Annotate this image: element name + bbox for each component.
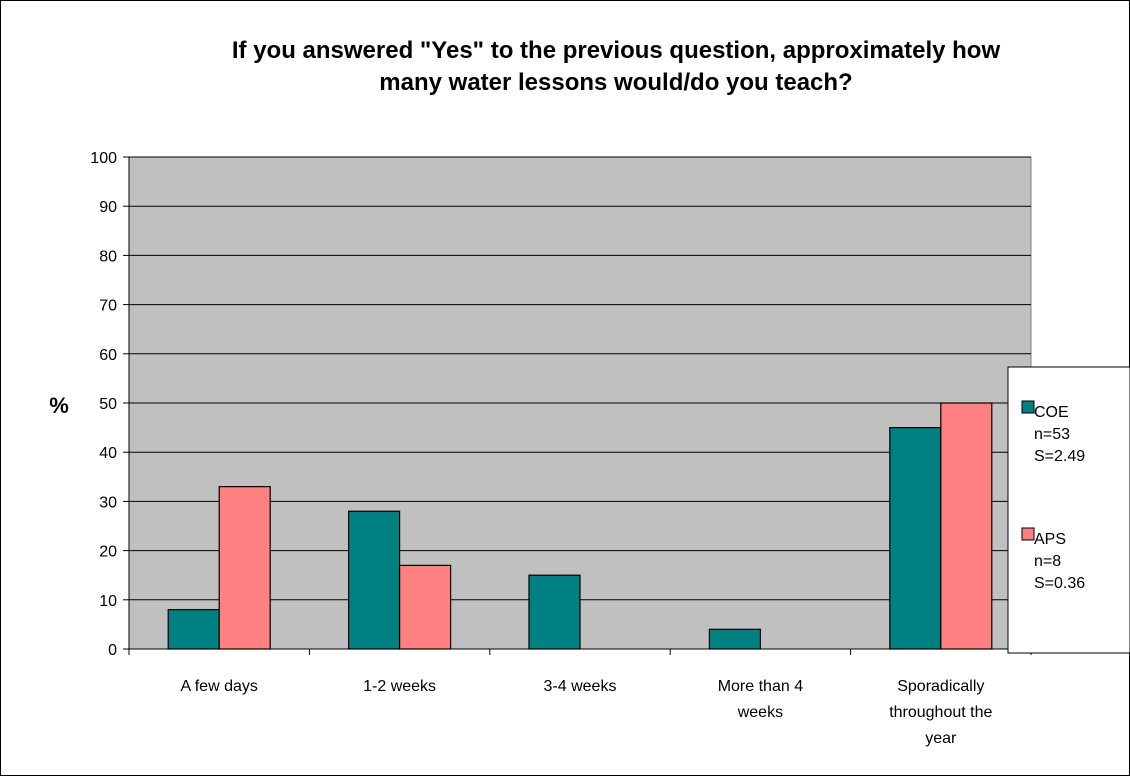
chart-title: If you answered "Yes" to the previous qu… [232, 37, 1001, 96]
y-tick-label: 0 [108, 642, 117, 659]
y-tick-labels: 0 10 20 30 40 50 60 70 80 90 100 [90, 150, 129, 659]
y-tick-label: 40 [99, 445, 117, 462]
chart-title-line: many water lessons would/do you teach? [379, 69, 852, 96]
y-tick-label: 70 [99, 298, 117, 315]
bar-aps [218, 486, 271, 650]
legend-label: n=53 [1034, 426, 1070, 443]
legend-swatch-coe [1021, 400, 1035, 414]
y-tick-label: 90 [99, 199, 117, 216]
legend: COE n=53 S=2.49 APS n=8 S=0.36 [1007, 366, 1130, 654]
x-tick-labels: A few days 1-2 weeks 3-4 weeks More than 4 w… [181, 678, 993, 747]
x-tick-label: Sporadically [897, 678, 984, 695]
y-tick-label: 10 [99, 593, 117, 610]
y-tick-label: 80 [99, 248, 117, 265]
y-tick-label: 30 [99, 494, 117, 511]
bar-coe [348, 510, 401, 650]
chart-title-line: If you answered "Yes" to the previous qu… [232, 37, 1001, 64]
bar-coe [708, 628, 762, 650]
x-tick-label: A few days [181, 678, 258, 695]
legend-label: APS [1034, 531, 1066, 548]
y-axis-label: % [49, 393, 69, 418]
x-tick-label: 1-2 weeks [363, 678, 436, 695]
bar-coe [889, 427, 942, 650]
x-tick-label: weeks [737, 704, 783, 721]
x-tick-label: 3-4 weeks [544, 678, 617, 695]
legend-label: COE [1034, 404, 1069, 421]
bar-aps [940, 402, 993, 650]
y-tick-label: 60 [99, 347, 117, 364]
bar-aps [399, 564, 452, 650]
y-tick-label: 20 [99, 544, 117, 561]
legend-label: S=0.36 [1034, 575, 1085, 592]
y-tick-label: 50 [99, 396, 117, 413]
bar-coe [528, 574, 581, 650]
legend-label: n=8 [1034, 553, 1061, 570]
bar-coe [167, 609, 220, 650]
x-tick-label: year [925, 730, 957, 747]
legend-label: S=2.49 [1034, 448, 1085, 465]
x-tick-label: More than 4 [718, 678, 803, 695]
x-tick-label: throughout the [889, 704, 992, 721]
legend-box [1007, 366, 1130, 654]
legend-swatch-aps [1021, 527, 1035, 541]
gridlines [129, 156, 1031, 601]
y-tick-label: 100 [90, 150, 117, 167]
